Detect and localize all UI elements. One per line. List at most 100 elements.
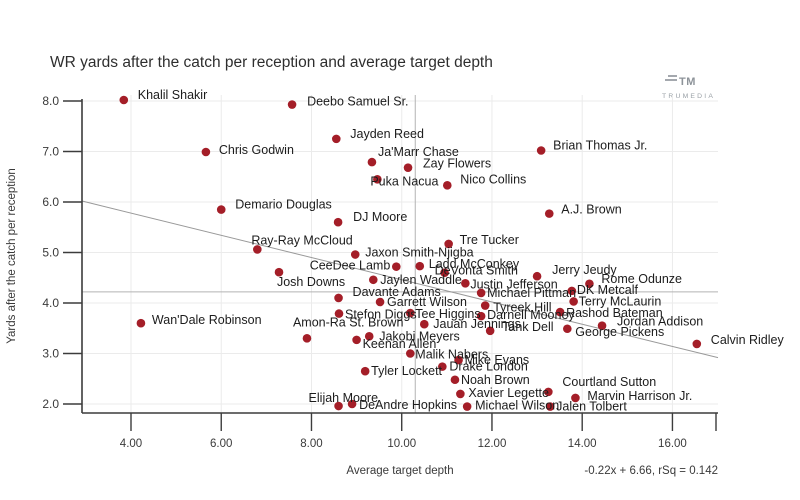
data-point[interactable] [405,308,415,318]
data-point-label: Michael Pittman [487,286,576,300]
data-point[interactable] [216,205,226,214]
data-point[interactable] [585,279,594,289]
data-point[interactable] [571,393,580,403]
data-point[interactable] [274,267,284,277]
data-point-label: Khalil Shakir [138,88,207,102]
x-tick-label: 14.00 [568,438,597,450]
data-point[interactable] [392,262,401,271]
data-point-label: Brian Thomas Jr. [553,138,647,152]
data-point-labels: Khalil Shakir Deebo Samuel Sr. Jayden Reed… [138,88,785,414]
data-point[interactable] [373,174,382,184]
data-point-label: Jalen Tolbert [556,400,627,414]
y-tick-label: 7.0 [42,145,59,159]
data-point[interactable] [347,399,357,409]
data-point[interactable] [352,335,361,345]
x-tick-label: 12.00 [478,438,507,450]
data-point[interactable] [334,293,343,303]
data-point[interactable] [476,288,486,298]
data-point[interactable] [419,319,429,329]
data-point-label: Ray-Ray McCloud [251,233,352,247]
data-point[interactable] [368,275,378,285]
data-point[interactable] [253,245,262,254]
data-point-label: Elijah Moore [309,391,379,405]
data-point-label: Justin Jefferson [470,277,557,291]
y-tick-label: 4.0 [42,296,59,310]
data-point-label: Noah Brown [461,373,530,387]
data-points [119,95,702,411]
data-point[interactable] [438,362,447,371]
data-point[interactable] [367,157,377,167]
data-point[interactable] [544,209,554,218]
data-point-label: Jaxon Smith-Njigba [365,246,473,260]
data-point-label: Zay Flowers [423,157,491,171]
data-point[interactable] [136,318,146,328]
data-point-label: Darnell Mooney [487,308,575,322]
data-point[interactable] [461,279,470,288]
data-point[interactable] [302,334,312,343]
data-point-label: Tee Higgins [415,307,480,321]
data-point[interactable] [532,271,542,281]
data-point[interactable] [462,402,472,411]
data-point-label: Calvin Ridley [711,333,785,347]
data-point-label: DeVonta Smith [435,264,518,278]
data-point[interactable] [364,332,374,341]
data-point[interactable] [440,268,449,278]
data-point-label: Puka Nacua [370,174,438,188]
data-point[interactable] [334,309,344,318]
data-point[interactable] [360,366,370,376]
data-point[interactable] [334,401,343,411]
data-point[interactable] [545,402,555,411]
data-point-label: Demario Douglas [235,198,332,212]
data-point[interactable] [544,387,553,397]
data-point[interactable] [442,181,452,190]
data-point[interactable] [597,321,607,331]
trumedia-logo: TM TRUMEDIA [662,75,713,100]
data-point[interactable] [350,250,360,259]
data-point[interactable] [119,95,129,105]
data-point-label: Jaylen Waddle [380,273,462,287]
y-tick-label: 2.0 [42,397,59,411]
data-point[interactable] [563,324,572,334]
data-point[interactable] [456,389,465,399]
data-point-label: Tyreek Hill [493,301,551,315]
data-point[interactable] [692,339,702,349]
data-point[interactable] [555,307,565,317]
data-point-label: Rashod Bateman [566,306,663,320]
data-point-label: DK Metcalf [577,283,639,297]
data-point-label: Mike Evans [465,353,530,367]
data-point-label: Amon-Ra St. Brown [293,315,404,329]
y-tick-label: 5.0 [42,246,59,260]
data-point-label: Wan'Dale Robinson [152,313,262,327]
data-point[interactable] [403,163,413,172]
data-point-label: Tank Dell [502,320,553,334]
data-point-label: Jordan Addison [617,315,703,329]
data-point[interactable] [567,286,577,296]
data-point-label: Jerry Jeudy [552,263,617,277]
data-point[interactable] [444,239,453,249]
data-point[interactable] [569,297,578,306]
data-point[interactable] [536,146,546,155]
data-point-label: A.J. Brown [561,203,621,217]
data-point[interactable] [485,326,495,336]
data-point-label: DeAndre Hopkins [359,398,457,412]
data-point-label: Malik Nabers [415,348,488,362]
data-point-label: Courtland Sutton [562,375,656,389]
data-point[interactable] [454,355,463,365]
data-point[interactable] [450,375,460,385]
data-point[interactable] [287,100,297,109]
regression-line [81,200,719,359]
data-point-label: Davante Adams [353,285,441,299]
data-point[interactable] [415,261,425,271]
data-point[interactable] [333,217,343,227]
data-point[interactable] [201,147,211,157]
y-tick-label: 3.0 [42,347,59,361]
data-point[interactable] [405,349,415,358]
data-point[interactable] [476,311,486,321]
data-point[interactable] [375,297,385,307]
data-point[interactable] [331,134,341,144]
data-point[interactable] [480,301,490,310]
data-point-label: Jauan Jennings [433,317,521,331]
data-point-label: Ja'Marr Chase [378,145,459,159]
x-tick-label: 10.00 [387,438,416,450]
